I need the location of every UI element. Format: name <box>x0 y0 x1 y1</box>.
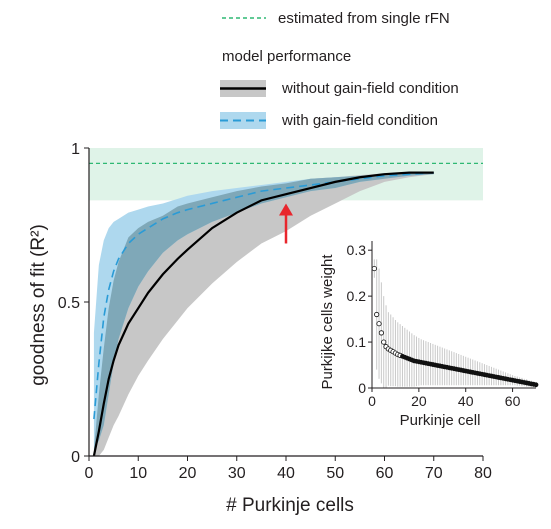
main-plot: 0 10 20 30 40 50 60 70 80 0 0.5 1 <box>58 141 492 482</box>
inset-point <box>533 382 539 388</box>
arrow-head <box>279 203 293 216</box>
inset-y-axis-title: Purkijke cells weight <box>319 254 336 390</box>
x-tick-label: 20 <box>179 465 197 482</box>
x-tick-label: 30 <box>228 465 246 482</box>
y-tick-label: 1 <box>71 141 80 158</box>
x-tick-label: 70 <box>425 465 443 482</box>
inset-axes: 0 20 40 60 0 0.1 0.2 0.3 <box>347 241 536 409</box>
legend-with-label: with gain-field condition <box>281 112 438 129</box>
band-without-gain-field <box>93 172 434 456</box>
inset-y-tick-label: 0.2 <box>347 288 367 304</box>
y-axis-title: goodness of fit (R²) <box>28 224 49 386</box>
inset-point <box>378 330 384 336</box>
inset-x-tick-label: 40 <box>458 393 474 409</box>
inset-point <box>376 321 382 327</box>
line-without-gain-field <box>92 171 434 457</box>
legend-without-label: without gain-field condition <box>281 80 459 97</box>
legend: estimated from single rFN model performa… <box>220 10 459 129</box>
inset-y-tick-label: 0 <box>358 380 366 396</box>
inset-points <box>371 265 539 388</box>
x-tick-label: 0 <box>85 465 94 482</box>
annotation-arrow <box>279 203 293 244</box>
x-axis-title: # Purkinje cells <box>226 495 354 516</box>
y-tick-label: 0 <box>71 449 80 466</box>
inset-point <box>371 265 377 272</box>
y-tick-label: 0.5 <box>58 295 80 312</box>
x-tick-label: 80 <box>474 465 492 482</box>
main-axes: 0 10 20 30 40 50 60 70 80 0 0.5 1 <box>58 141 492 482</box>
x-tick-label: 60 <box>376 465 394 482</box>
inset-point <box>381 339 387 345</box>
x-tick-label: 40 <box>277 465 295 482</box>
inset-y-tick-label: 0.3 <box>347 242 367 258</box>
inset-x-tick-label: 60 <box>505 393 521 409</box>
x-tick-label: 50 <box>326 465 344 482</box>
x-tick-label: 10 <box>129 465 147 482</box>
legend-with-band <box>220 112 266 129</box>
legend-estimate-label: estimated from single rFN <box>278 10 450 27</box>
inset-point <box>374 311 380 318</box>
inset-plot: 0 20 40 60 0 0.1 0.2 0.3 <box>347 241 539 409</box>
inset-y-tick-label: 0.1 <box>347 334 367 350</box>
inset-x-tick-label: 0 <box>368 393 376 409</box>
legend-group-title: model performance <box>222 48 351 65</box>
inset-x-axis-title: Purkinje cell <box>400 412 481 429</box>
inset-x-tick-label: 20 <box>411 393 427 409</box>
